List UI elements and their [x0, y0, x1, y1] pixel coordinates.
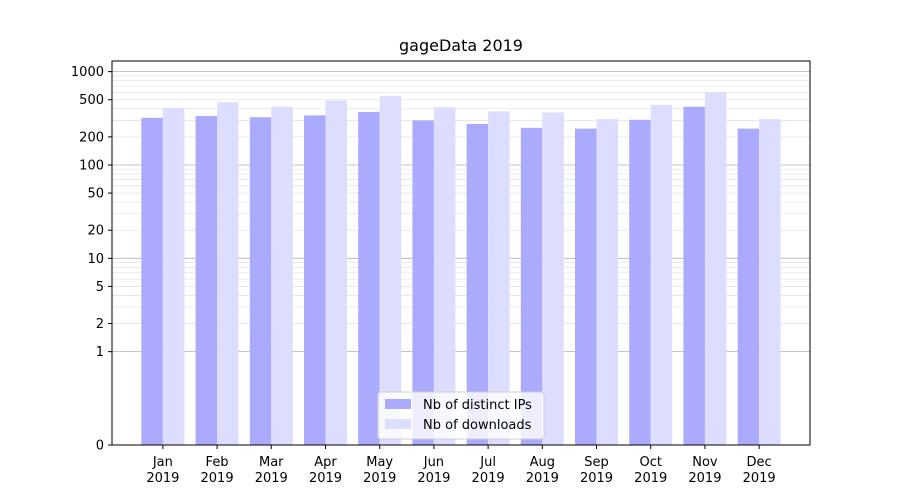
- y-tick-label: 5: [96, 280, 104, 295]
- y-axis: 0 1 2 5 10 20 50 100 200 500 1000: [71, 65, 112, 454]
- y-tick-label: 500: [79, 93, 104, 108]
- x-tick-label: Oct 2019: [634, 455, 667, 486]
- bar-downloads: [542, 112, 564, 445]
- bar-downloads: [271, 106, 293, 445]
- bar-downloads: [433, 107, 456, 445]
- y-tick-label: 100: [79, 158, 104, 173]
- y-tick-label: 1: [96, 345, 104, 360]
- x-tick-label: May 2019: [363, 455, 396, 486]
- legend-box: [377, 391, 545, 440]
- bar-distinct-ips: [303, 115, 326, 446]
- bar-distinct-ips: [575, 128, 597, 446]
- bar-distinct-ips: [737, 128, 760, 446]
- bar-distinct-ips: [249, 117, 272, 445]
- bar-downloads: [596, 119, 619, 445]
- x-tick-label: Dec 2019: [743, 455, 776, 486]
- y-tick-label: 10: [87, 252, 104, 267]
- bar-downloads: [217, 102, 239, 446]
- bar-downloads: [759, 119, 781, 445]
- x-tick-label: Sep 2019: [580, 455, 613, 486]
- bar-distinct-ips: [412, 120, 434, 445]
- bar-distinct-ips: [358, 111, 380, 445]
- bar-distinct-ips: [141, 117, 163, 446]
- bar-distinct-ips: [195, 115, 218, 445]
- y-tick-label: 0: [96, 439, 104, 454]
- x-tick-label: Nov 2019: [688, 455, 721, 486]
- x-tick-label: Apr 2019: [309, 455, 342, 486]
- bar-downloads: [488, 111, 510, 445]
- y-tick-label: 20: [87, 224, 104, 239]
- bar-downloads: [650, 104, 673, 446]
- bar-distinct-ips: [629, 119, 651, 446]
- y-tick-label: 50: [87, 187, 104, 202]
- x-tick-label: Aug 2019: [526, 455, 559, 486]
- x-axis: Jan 2019 Feb 2019 Mar 2019 Apr 2019 May 2019 Jun 20…: [146, 445, 776, 486]
- legend-label: Nb of downloads: [423, 418, 532, 433]
- bars: [141, 92, 781, 446]
- legend-swatch: [385, 399, 411, 409]
- y-tick-label: 1000: [71, 65, 104, 80]
- x-tick-label: Jan 2019: [146, 455, 179, 486]
- bar-distinct-ips: [520, 127, 543, 445]
- bar-downloads: [704, 92, 727, 445]
- x-tick-label: Jul 2019: [472, 455, 505, 486]
- legend: Nb of distinct IPs Nb of downloads: [377, 391, 545, 440]
- plot-frame: [111, 60, 811, 446]
- x-tick-label: Feb 2019: [201, 455, 234, 486]
- chart-title: gageData 2019: [399, 36, 523, 55]
- bar-downloads: [379, 95, 402, 446]
- y-tick-label: 2: [96, 317, 104, 332]
- bar-downloads: [162, 107, 185, 445]
- bar-distinct-ips: [466, 123, 489, 445]
- x-tick-label: Mar 2019: [255, 455, 288, 486]
- legend-label: Nb of distinct IPs: [423, 398, 532, 413]
- legend-swatch: [385, 419, 411, 429]
- bar-downloads: [325, 100, 347, 445]
- bar-distinct-ips: [683, 106, 705, 445]
- x-tick-label: Jun 2019: [417, 455, 450, 486]
- y-tick-label: 200: [79, 130, 104, 145]
